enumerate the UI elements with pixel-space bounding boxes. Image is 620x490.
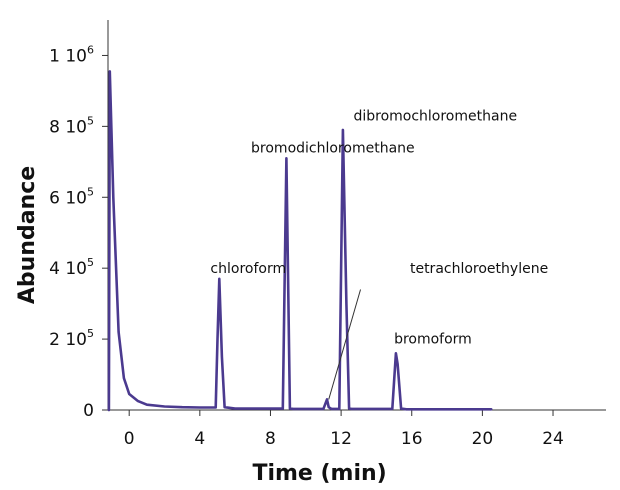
y-tick-exponent: 5 <box>87 185 94 198</box>
y-tick-mantissa: 1 10 <box>49 46 87 66</box>
leader-line <box>328 289 362 400</box>
peak-label: chloroform <box>210 261 286 277</box>
y-tick-label: 0 <box>83 401 94 421</box>
x-tick-label: 20 <box>472 429 494 449</box>
y-tick-exponent: 5 <box>87 114 94 127</box>
y-tick-exponent: 5 <box>87 256 94 269</box>
peak-label: dibromochloromethane <box>353 108 517 124</box>
y-tick-mantissa: 4 10 <box>49 259 87 279</box>
x-tick-label: 0 <box>124 429 135 449</box>
y-tick-mantissa: 2 10 <box>49 330 87 350</box>
peak-label: tetrachloroethylene <box>410 261 548 277</box>
x-axis: 0 4 8 12 16 20 24 <box>108 409 606 449</box>
y-tick-label: 1 106 <box>49 43 94 66</box>
x-tick-label: 16 <box>401 429 423 449</box>
x-tick-label: 8 <box>265 429 276 449</box>
y-axis-title: Abundance <box>15 166 40 304</box>
peak-label: bromodichloromethane <box>251 140 415 156</box>
peak-label: bromoform <box>394 332 472 348</box>
y-tick-label: 4 105 <box>49 256 94 279</box>
y-tick-mantissa: 0 <box>83 401 94 421</box>
annotation-layer: chloroform bromodichloromethane dibromochl… <box>210 108 548 400</box>
y-tick-label: 2 105 <box>49 327 94 350</box>
y-tick-label: 6 105 <box>49 185 94 208</box>
x-tick-label: 24 <box>542 429 564 449</box>
series-line <box>107 70 493 412</box>
y-tick-mantissa: 8 10 <box>49 117 87 137</box>
y-tick-label: 8 105 <box>49 114 94 137</box>
y-tick-mantissa: 6 10 <box>49 188 87 208</box>
x-tick-label: 4 <box>194 429 205 449</box>
x-axis-title: Time (min) <box>252 461 386 486</box>
y-tick-exponent: 6 <box>87 43 94 56</box>
series-layer <box>107 70 493 412</box>
y-tick-exponent: 5 <box>87 327 94 340</box>
x-tick-label: 12 <box>330 429 352 449</box>
